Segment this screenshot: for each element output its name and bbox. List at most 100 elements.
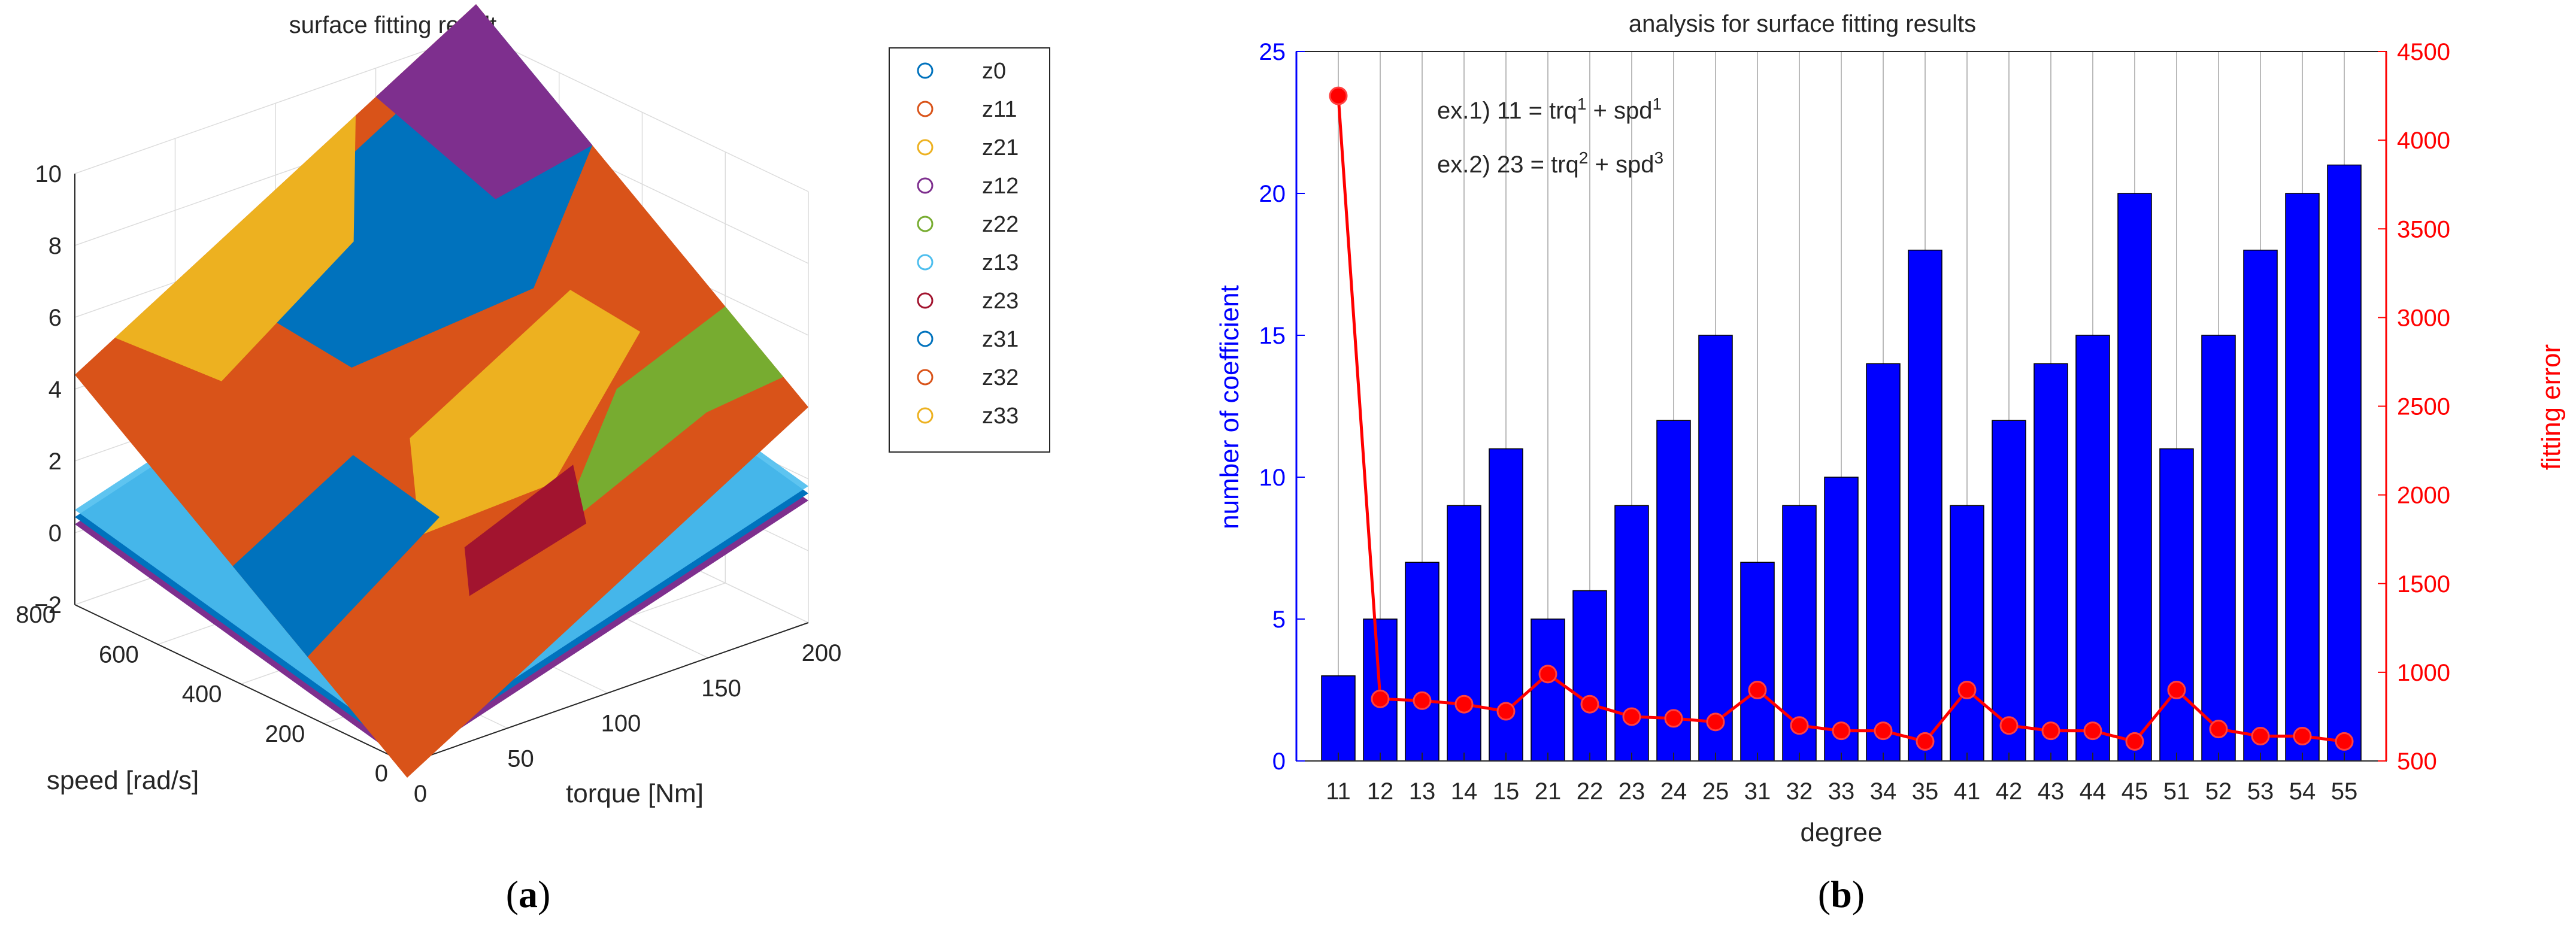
y2-tick-label-3000: 3000: [2397, 305, 2450, 331]
legend-marker-z0: [917, 62, 934, 79]
z-tick-8: 8: [49, 233, 62, 259]
bar-14: [1447, 505, 1481, 762]
error-point-55: [2335, 732, 2354, 751]
y2-tick-label-2000: 2000: [2397, 483, 2450, 509]
legend-label-z33: z33: [982, 404, 1019, 429]
y2-tick-label-1000: 1000: [2397, 660, 2450, 686]
panel-a-3d-scatter: surface fitting result 05010015020002004…: [16, 4, 1050, 915]
x-tick-label-51: 51: [2163, 778, 2190, 805]
patch-green: [557, 306, 784, 532]
bar-22: [1572, 590, 1607, 762]
grid-side-z10: [475, 32, 809, 192]
error-point-32: [1790, 716, 1809, 735]
patch-yellow-top: [115, 115, 356, 381]
panel-a-xlabel: torque [Nm]: [566, 779, 704, 808]
legend-marker-z22: [917, 216, 934, 232]
patch-blue-left: [232, 454, 440, 657]
z-tick-−2: −2: [34, 592, 62, 618]
legend-marker-z33: [917, 407, 934, 424]
error-point-14: [1454, 695, 1474, 714]
legend-label-z23: z23: [982, 289, 1019, 314]
grid-back-z10: [74, 32, 477, 174]
panel-a-caption: (a): [506, 873, 551, 915]
z-tick-10: 10: [35, 161, 62, 187]
bar-43: [2033, 363, 2068, 762]
bar-13: [1405, 562, 1439, 762]
legend-marker-z13: [917, 254, 934, 271]
speed-tick-600: 600: [99, 641, 139, 668]
legend-label-z0: z0: [982, 59, 1006, 84]
panel-a-legend: z0 z11 z21 z12 z22 z13 z23 z31 z32 z33: [889, 47, 1050, 453]
panel-b-ylabel-left: number of coefficient: [1215, 285, 1244, 529]
panel-b-title: analysis for surface fitting results: [1629, 11, 1976, 37]
x-tick-label-32: 32: [1786, 778, 1813, 805]
patch-purple: [375, 4, 593, 199]
panel-b-bar-line-chart: analysis for surface fitting results 051…: [1215, 11, 2566, 915]
legend-label-z21: z21: [982, 135, 1019, 160]
torque-tick-200: 200: [802, 640, 842, 666]
panel-a-scatter-surfaces: [75, 4, 808, 778]
panel-a-ylabel: speed [rad/s]: [47, 766, 199, 795]
legend-label-z13: z13: [982, 250, 1019, 275]
error-point-53: [2251, 727, 2270, 746]
torque-tick-0: 0: [414, 781, 427, 807]
x-tick-label-44: 44: [2080, 778, 2107, 805]
torque-tick-50: 50: [507, 745, 534, 772]
x-tick-label-35: 35: [1912, 778, 1939, 805]
legend-label-z22: z22: [982, 212, 1019, 237]
torque-tick-100: 100: [601, 711, 641, 737]
bar-44: [2075, 335, 2110, 762]
error-point-12: [1371, 689, 1390, 708]
legend-box: [889, 47, 1050, 453]
x-tick-label-31: 31: [1744, 778, 1771, 805]
z-tick-6: 6: [49, 305, 62, 331]
y2-tick-label-4000: 4000: [2397, 128, 2450, 154]
legend-label-z32: z32: [982, 365, 1019, 390]
legend-label-z11: z11: [982, 97, 1017, 122]
legend-marker-z11: [917, 101, 934, 117]
panel-a-tick-labels: 0 50 100 150 200 0 200 400 600 800−2 0 2 4 6 8 10: [16, 161, 841, 807]
x-tick-label-15: 15: [1493, 778, 1520, 805]
x-tick-label-13: 13: [1409, 778, 1436, 805]
bar-33: [1824, 477, 1859, 762]
y-tick-label-5: 5: [1272, 606, 1286, 633]
x-tick-label-14: 14: [1451, 778, 1478, 805]
bar-34: [1866, 363, 1901, 762]
panel-b-error-line: [1329, 86, 2354, 751]
y2-tick-label-2500: 2500: [2397, 394, 2450, 420]
error-point-11: [1329, 86, 1348, 105]
panel-b-ylabel-right: fitting error: [2536, 344, 2566, 470]
patch-yellow-mid: [410, 290, 641, 536]
bar-21: [1531, 618, 1565, 762]
y2-tick-label-4500: 4500: [2397, 39, 2450, 65]
x-tick-label-41: 41: [1954, 778, 1981, 805]
x-tick-label-45: 45: [2122, 778, 2148, 805]
speed-tick-200: 200: [265, 721, 305, 747]
x-tick-label-23: 23: [1619, 778, 1645, 805]
legend-marker-z31: [917, 330, 934, 347]
legend-label-z12: z12: [982, 174, 1019, 199]
bar-35: [1908, 250, 1942, 762]
error-point-33: [1832, 721, 1851, 741]
x-tick-label-53: 53: [2247, 778, 2274, 805]
panel-b-xlabel: degree: [1800, 818, 1882, 847]
y-tick-label-15: 15: [1259, 323, 1286, 349]
bar-45: [2117, 193, 2152, 762]
error-point-34: [1874, 721, 1893, 741]
legend-marker-z23: [917, 292, 934, 309]
error-point-52: [2209, 720, 2228, 739]
z-tick-0: 0: [49, 520, 62, 547]
bar-54: [2285, 193, 2320, 762]
error-point-43: [2041, 721, 2060, 741]
bar-52: [2201, 335, 2236, 762]
y2-tick-label-1500: 1500: [2397, 571, 2450, 598]
speed-tick-400: 400: [182, 681, 222, 708]
x-tick-label-52: 52: [2205, 778, 2232, 805]
panel-b-bars: [1321, 164, 2362, 762]
legend-marker-z32: [917, 369, 934, 386]
y-tick-label-10: 10: [1259, 465, 1286, 491]
error-point-24: [1664, 709, 1683, 728]
y-tick-label-20: 20: [1259, 181, 1286, 207]
torque-axis: [407, 622, 809, 764]
speed-axis: [74, 604, 408, 764]
